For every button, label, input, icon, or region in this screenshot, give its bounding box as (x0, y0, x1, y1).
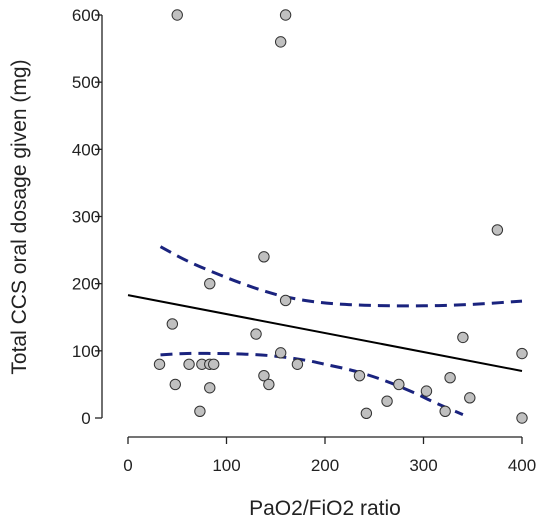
regression-line (127, 294, 523, 372)
data-point (204, 382, 216, 394)
data-point (439, 405, 451, 417)
x-axis-label: PaO2/FiO2 ratio (249, 497, 401, 520)
data-point (279, 9, 292, 21)
y-tick-label: 200 (72, 275, 100, 294)
y-ticks: 0 100 200 300 400 500 600 (72, 6, 102, 428)
data-points (153, 9, 528, 424)
data-point (194, 405, 206, 417)
data-point (464, 392, 476, 404)
data-point (183, 358, 195, 370)
data-point (279, 294, 292, 307)
x-tick-label: 200 (311, 456, 339, 475)
data-point (360, 407, 373, 419)
data-point (274, 347, 287, 359)
x-tick-label: 400 (508, 456, 536, 475)
data-point (274, 36, 287, 48)
data-point (153, 358, 166, 370)
y-tick-label: 0 (81, 409, 90, 428)
y-axis-label: Total CCS oral dosage given (mg) (8, 59, 31, 374)
fit-line (127, 294, 523, 372)
data-point (204, 277, 216, 290)
y-tick-label: 100 (72, 342, 100, 361)
x-tick-label: 100 (212, 456, 240, 475)
data-point (420, 385, 433, 397)
y-tick-label: 500 (72, 73, 100, 92)
data-point (457, 331, 469, 344)
data-point (491, 224, 504, 236)
y-tick-label: 600 (72, 6, 100, 25)
y-tick-label: 300 (72, 208, 100, 227)
data-point (353, 369, 366, 382)
data-point (207, 358, 220, 370)
ci-lower-line (160, 351, 464, 416)
data-point (258, 251, 270, 263)
confidence-bands (159, 245, 523, 416)
y-tick-label: 400 (72, 140, 100, 159)
data-point (291, 358, 304, 370)
x-ticks: 0 100 200 300 400 (123, 437, 536, 475)
data-point (393, 378, 405, 391)
data-point (250, 328, 262, 340)
data-point (516, 412, 528, 424)
y-axis: 0 100 200 300 400 500 600 (72, 6, 103, 428)
data-point (381, 395, 393, 407)
data-point (444, 372, 456, 384)
x-axis: 0 100 200 300 400 (123, 436, 536, 475)
data-point (258, 369, 270, 382)
data-point (166, 318, 179, 330)
data-point (171, 9, 183, 21)
x-tick-label: 300 (409, 456, 437, 475)
data-point (516, 347, 528, 360)
x-tick-label: 0 (123, 456, 132, 475)
data-point (169, 378, 181, 391)
data-point (263, 378, 275, 391)
ci-upper-line (159, 245, 523, 308)
